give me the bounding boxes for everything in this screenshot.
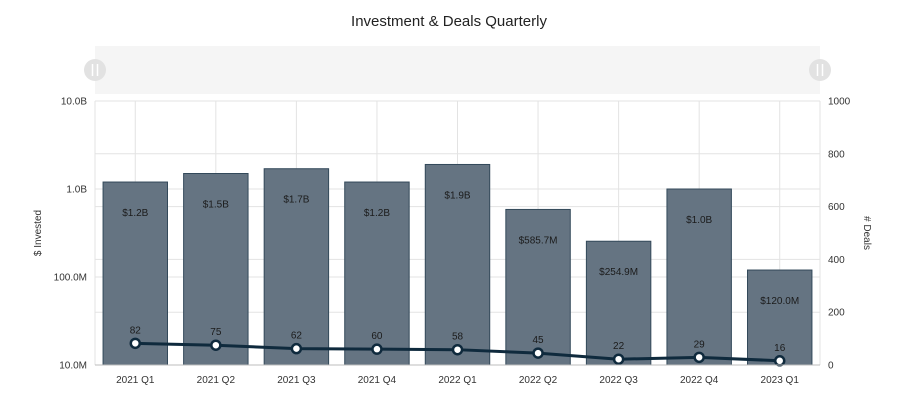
y2-tick-label: 1000: [828, 97, 851, 108]
deals-point: [532, 347, 544, 359]
bar: [585, 240, 652, 366]
deals-value-label: 75: [210, 327, 222, 338]
deals-point: [693, 351, 705, 364]
deals-point: [210, 339, 222, 351]
bar: [263, 168, 330, 366]
bar-value-label: $1.0B: [686, 215, 712, 226]
y2-tick-label: 200: [828, 308, 845, 319]
bar-value-label: $1.7B: [283, 195, 309, 206]
deals-line-group: 82 75 62 60 58 45 22 29 16: [129, 325, 786, 367]
bar-value-label: $1.2B: [364, 208, 390, 219]
x-tick-label: 2023 Q1: [761, 375, 800, 386]
x-tick-label: 2022 Q4: [680, 375, 719, 386]
chart-title: Investment & Deals Quarterly: [351, 13, 547, 30]
y2-tick-label: 0: [828, 361, 834, 372]
x-tick-label: 2022 Q3: [599, 375, 638, 386]
axes: 2021 Q1 2021 Q2 2021 Q3 2021 Q4 2022 Q1 2022 …: [54, 97, 851, 387]
x-tick-label: 2021 Q2: [197, 375, 236, 386]
deals-value-label: 60: [371, 331, 383, 342]
zoom-handle-right[interactable]: [809, 59, 831, 81]
x-tick-label: 2022 Q1: [438, 375, 477, 386]
x-tick-label: 2021 Q1: [116, 375, 155, 386]
deals-value-label: 22: [613, 341, 625, 352]
bar: [102, 181, 168, 366]
bar-value-label: $254.9M: [599, 267, 638, 278]
bar: [424, 163, 491, 366]
bar: [183, 173, 249, 366]
bar: [666, 188, 732, 366]
deals-point: [129, 337, 142, 350]
x-tick-label: 2022 Q2: [519, 375, 558, 386]
bar: [505, 208, 571, 366]
y2-tick-label: 800: [828, 149, 845, 160]
deals-point: [612, 353, 625, 365]
y2-tick-label: 600: [828, 202, 845, 213]
bar-value-label: $120.0M: [760, 296, 799, 307]
bars: $1.2B $1.5B $1.7B $1.2B $1.9B $585.7M $254.9M $…: [102, 163, 813, 366]
zoom-slider[interactable]: [84, 46, 831, 94]
x-tick-label: 2021 Q3: [277, 375, 316, 386]
y-tick-label: 10.0B: [61, 97, 87, 108]
x-tick-label: 2021 Q4: [358, 375, 397, 386]
y-tick-label: 1.0B: [66, 185, 87, 196]
deals-value-label: 62: [291, 331, 303, 342]
deals-value-label: 58: [452, 332, 464, 343]
zoom-handle-left[interactable]: [84, 59, 106, 81]
y-tick-label: 10.0M: [59, 361, 87, 372]
deals-value-label: 29: [694, 339, 706, 350]
y-axis-title: $ Invested: [33, 210, 44, 256]
bar-value-label: $1.9B: [444, 190, 470, 201]
bar-value-label: $1.5B: [203, 200, 229, 211]
bar-value-label: $1.2B: [122, 208, 148, 219]
deals-point: [290, 342, 303, 355]
deals-point: [451, 343, 464, 356]
deals-point: [773, 355, 786, 367]
y2-tick-label: 400: [828, 255, 845, 266]
y-tick-label: 100.0M: [54, 273, 87, 284]
deals-value-label: 82: [130, 325, 142, 336]
deals-value-label: 45: [532, 335, 544, 346]
y2-axis-title: # Deals: [861, 216, 872, 250]
deals-value-label: 16: [774, 343, 786, 354]
deals-point: [371, 343, 383, 355]
bar-value-label: $585.7M: [519, 235, 558, 246]
zoom-slider-track[interactable]: [95, 46, 820, 94]
